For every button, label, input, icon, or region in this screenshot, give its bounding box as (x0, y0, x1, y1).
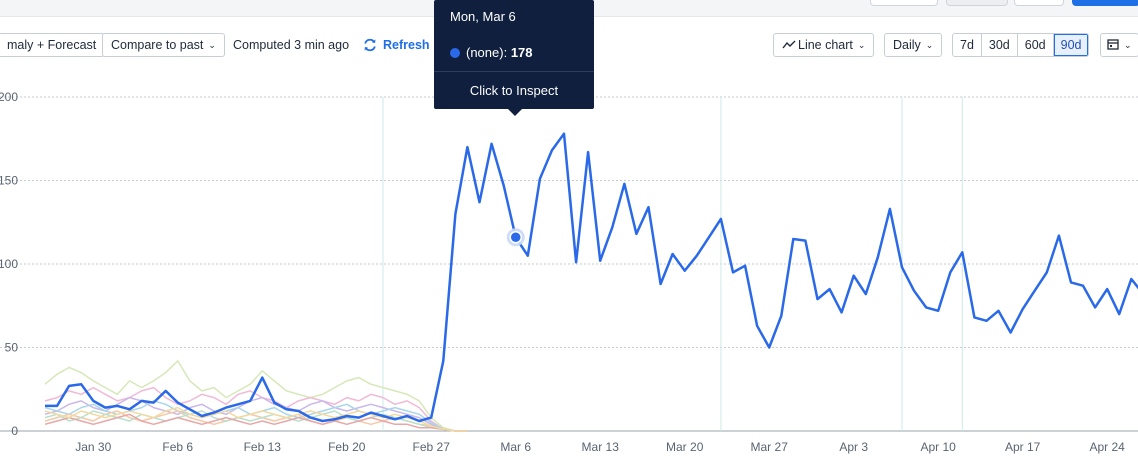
chart-type-label: Line chart (798, 38, 853, 52)
y-tick-label: 100 (0, 257, 18, 271)
hover-point (509, 231, 522, 244)
range-90d[interactable]: 90d (1053, 34, 1089, 56)
x-tick-label: Feb 27 (413, 440, 451, 454)
series-line-main (45, 132, 1138, 423)
y-tick-label: 50 (5, 341, 19, 355)
x-tick-label: Apr 24 (1089, 440, 1125, 454)
y-tick-label: 0 (11, 424, 18, 438)
chevron-down-icon: ⌄ (925, 40, 934, 50)
series-line-faint (44, 396, 468, 432)
interval-label: Daily (893, 38, 921, 52)
click-to-inspect-link[interactable]: Click to Inspect (469, 83, 559, 98)
header-button[interactable] (1014, 0, 1064, 6)
y-tick-label: 150 (0, 174, 18, 188)
x-tick-label: Apr 10 (921, 440, 957, 454)
x-tick-label: Apr 17 (1005, 440, 1041, 454)
chevron-down-icon: ⌄ (857, 40, 866, 50)
range-selector: 7d 30d 60d 90d (952, 33, 1090, 57)
interval-dropdown[interactable]: Daily ⌄ (884, 33, 943, 57)
date-picker-button[interactable]: ⌄ (1100, 33, 1138, 57)
tooltip-divider (434, 71, 594, 72)
range-30d[interactable]: 30d (982, 34, 1018, 56)
x-tick-label: Apr 3 (839, 440, 868, 454)
series-line-faint (44, 386, 468, 432)
x-tick-label: Feb 6 (162, 440, 193, 454)
compare-to-past-dropdown[interactable]: Compare to past ⌄ (102, 33, 225, 57)
chart-type-dropdown[interactable]: Line chart ⌄ (773, 33, 875, 57)
refresh-label: Refresh (383, 38, 430, 52)
chart-toolbar: maly + Forecast Compare to past ⌄ Compute… (0, 33, 1138, 57)
anomaly-forecast-label: maly + Forecast (7, 38, 97, 52)
x-tick-label: Mar 13 (582, 440, 620, 454)
compare-label: Compare to past (111, 38, 204, 52)
chevron-down-icon: ⌄ (208, 40, 216, 50)
chevron-down-icon: ⌄ (1124, 40, 1132, 50)
series-line-faint (44, 413, 468, 432)
range-7d[interactable]: 7d (953, 34, 982, 56)
header-button[interactable] (946, 0, 1008, 6)
tooltip-date: Mon, Mar 6 (450, 9, 516, 24)
x-tick-label: Mar 6 (500, 440, 531, 454)
header-primary-button[interactable] (1072, 0, 1138, 6)
header-button[interactable] (870, 0, 938, 6)
tooltip-series-name: (none): (466, 45, 508, 60)
refresh-icon (364, 38, 376, 52)
tooltip-series-row: (none): 178 (450, 45, 533, 60)
x-tick-label: Mar 20 (666, 440, 704, 454)
x-tick-label: Feb 13 (244, 440, 282, 454)
range-60d[interactable]: 60d (1018, 34, 1054, 56)
series-line-faint (44, 360, 468, 432)
y-tick-label: 200 (0, 90, 18, 104)
line-chart-icon (782, 40, 796, 49)
series-dot-icon (450, 48, 460, 58)
calendar-icon (1107, 39, 1119, 50)
anomaly-forecast-button[interactable]: maly + Forecast (0, 33, 106, 57)
x-tick-label: Mar 27 (751, 440, 789, 454)
x-tick-label: Feb 20 (328, 440, 366, 454)
series-line-faint (44, 406, 468, 432)
tooltip-value: 178 (510, 45, 533, 60)
computed-status: Computed 3 min ago (233, 38, 350, 52)
chart-tooltip[interactable]: Mon, Mar 6 (none): 178 Click to Inspect (434, 0, 594, 116)
x-tick-label: Jan 30 (75, 440, 111, 454)
